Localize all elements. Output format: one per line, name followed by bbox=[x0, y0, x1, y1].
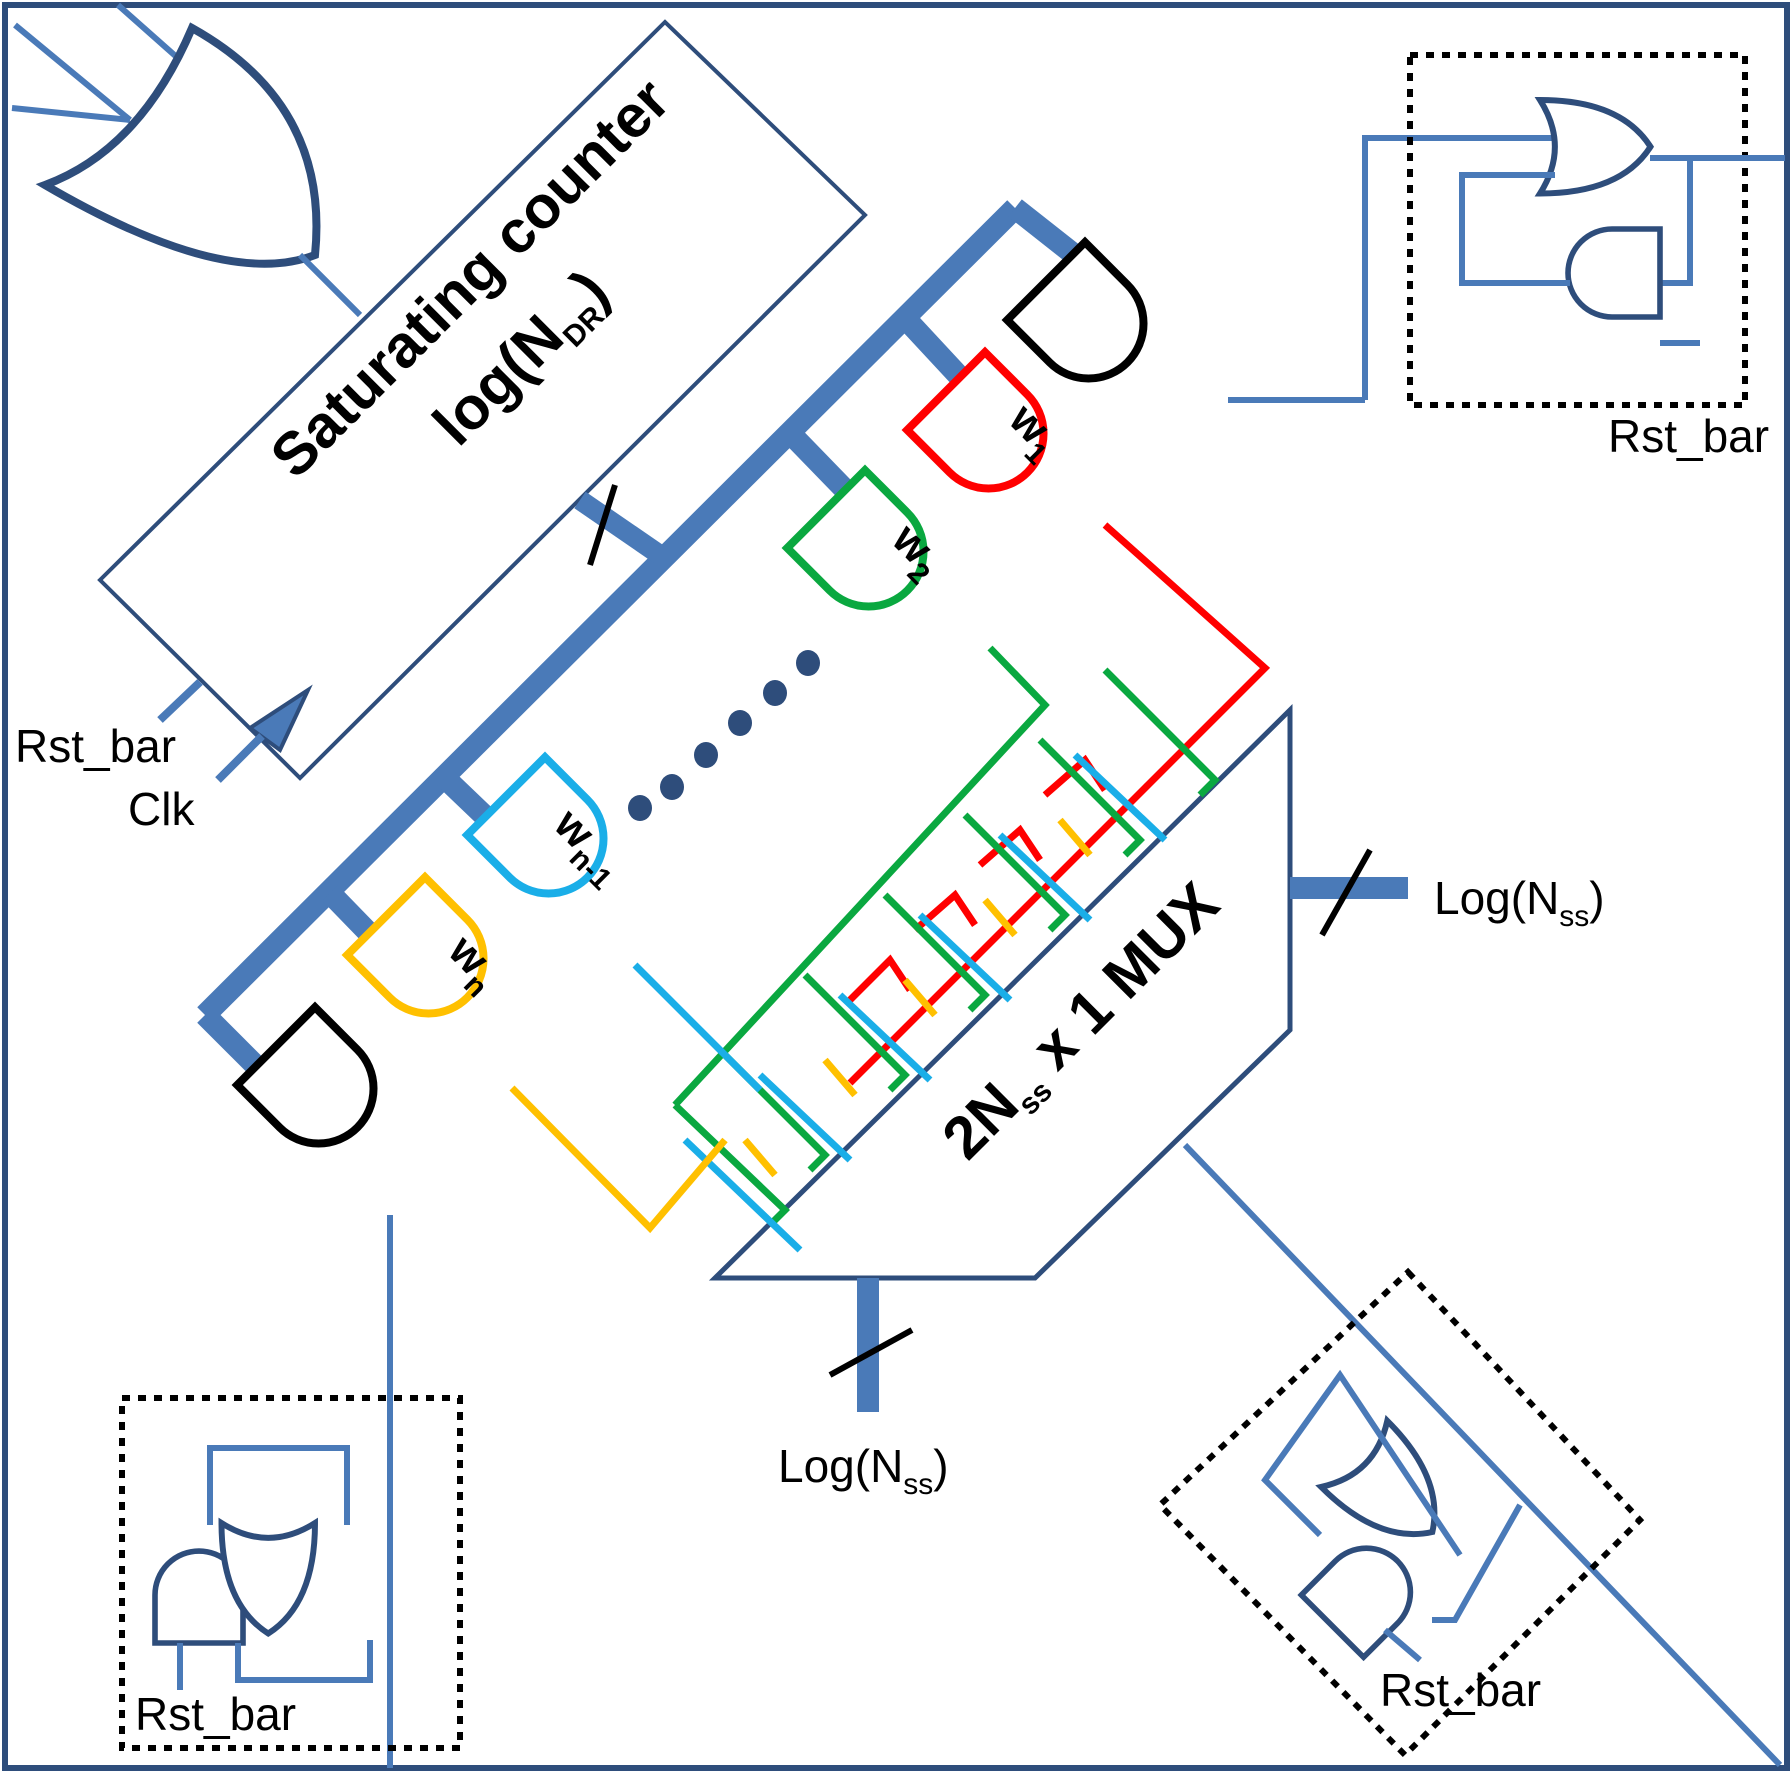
mux-right-log-sub: ss bbox=[1559, 900, 1589, 933]
and-gate-bottom-black bbox=[237, 1007, 396, 1166]
top-right-rst-label: Rst_bar bbox=[1608, 410, 1769, 462]
latch-bottom-right bbox=[1155, 1267, 1645, 1760]
green-wires bbox=[672, 645, 1220, 1228]
mux-block: 2Nss x 1 MUX bbox=[708, 704, 1783, 1768]
mux-right-log: Log(N bbox=[1434, 872, 1559, 924]
mux-bottom-log-sub: ss bbox=[903, 1468, 933, 1501]
latch-top-right bbox=[1228, 52, 1785, 408]
counter-bus-slash bbox=[587, 484, 618, 566]
rst-wire bbox=[157, 679, 203, 723]
and-gate-top-black bbox=[1007, 242, 1166, 401]
bottom-left-rst-label: Rst_bar bbox=[135, 1688, 296, 1740]
cyan-wires bbox=[632, 752, 1168, 1253]
mux-bottom-log: Log(N bbox=[778, 1440, 903, 1492]
ellipsis-dots bbox=[628, 650, 820, 821]
counter-rst-label: Rst_bar bbox=[15, 720, 176, 772]
counter-clk-label: Clk bbox=[128, 783, 195, 835]
top-left-or-gate bbox=[11, 2, 363, 318]
mux-right-log-suffix: ) bbox=[1589, 872, 1604, 924]
svg-text:Log(Nss): Log(Nss) bbox=[778, 1440, 949, 1501]
latch-bottom-left bbox=[119, 1215, 463, 1768]
mux-bottom-log-suffix: ) bbox=[933, 1440, 948, 1492]
clk-wire bbox=[215, 733, 265, 783]
and-gate-wn-1 bbox=[467, 757, 626, 916]
bottom-right-rst-label: Rst_bar bbox=[1380, 1664, 1541, 1716]
svg-text:Log(Nss): Log(Nss) bbox=[1434, 872, 1605, 933]
yellow-wires bbox=[509, 817, 1093, 1234]
